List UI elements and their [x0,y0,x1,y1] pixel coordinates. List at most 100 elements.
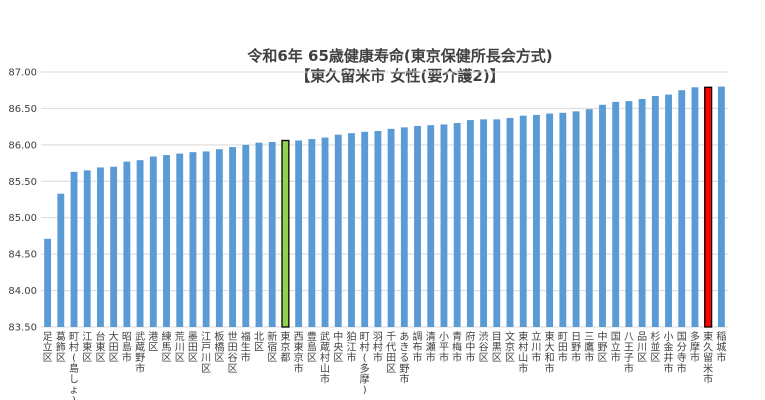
bar [189,152,197,327]
bar [83,170,91,327]
x-tick-label: 町村(多摩) [360,332,370,396]
chart-title: 令和6年 65歳健康寿命(東京保健所長会方式) [247,47,552,65]
x-tick-label: 北区 [254,331,264,354]
bar [374,131,382,327]
bar [506,117,514,328]
bar [361,131,369,327]
x-tick-label: 江戸川区 [201,331,211,375]
x-tick-label: 墨田区 [188,331,198,364]
bar [414,125,421,328]
bar [268,141,276,327]
x-tick-label: 目黒区 [492,332,502,364]
bar [163,155,170,327]
x-tick-label: 国立市 [611,331,621,364]
y-tick-label: 85.50 [8,177,37,188]
x-tick-label: 千代田区 [386,331,396,375]
bar [440,124,448,327]
x-tick-label: 小金井市 [664,331,674,375]
bar [149,156,157,327]
y-tick-label: 86.00 [8,140,37,151]
x-tick-label: 多摩市 [690,330,700,364]
x-tick-label: 台東区 [95,330,105,364]
x-tick-label: 江東区 [82,331,92,364]
bar [215,149,223,327]
bar [308,139,316,327]
x-tick-label: 葛飾区 [56,330,66,364]
bar [559,112,567,327]
x-tick-label: 小平市 [439,331,449,364]
x-tick-label: 豊島区 [307,330,317,364]
x-tick-label: 三鷹市 [584,332,594,364]
x-tick-label: 大田区 [109,330,119,364]
bar [466,120,474,327]
x-tick-label: 町村(島しょ) [69,332,79,400]
y-axis: 83.50 84.00 84.50 85.00 85.50 86.00 86.50 87.00 [8,68,37,334]
x-tick-label: 昭島市 [122,331,132,364]
bar [427,125,435,327]
y-tick-label: 85.00 [8,213,37,224]
chart-subtitle: 【東久留米市 女性(要介護2)】 [295,67,504,85]
bar [57,193,65,327]
bar [572,111,580,327]
y-tick-label: 84.00 [8,286,37,297]
x-tick-label: 八王子市 [624,332,634,375]
gridlines [41,71,728,328]
x-tick-label: あきる野市 [399,331,409,385]
y-tick-label: 87.00 [8,68,37,79]
x-tick-label: 東大和市 [545,330,555,375]
bar [242,144,250,327]
bar [704,86,713,328]
x-tick-label: 狛江市 [346,331,356,364]
x-tick-label: 調布市 [413,330,423,364]
x-tick-label: 足立区 [43,331,53,364]
bar [480,119,488,327]
x-tick-label: 西東京市 [294,332,304,375]
bar [400,127,408,327]
bar [123,161,131,327]
bar [638,98,646,327]
x-tick-label: 日野市 [571,332,581,364]
bar [585,109,593,328]
bar [281,139,290,328]
bar [295,140,303,327]
bar [97,167,104,327]
x-tick-label: 杉並区 [650,330,660,364]
x-tick-label: 品川区 [637,331,647,364]
x-tick-label: 清瀬市 [426,330,436,364]
x-tick-label: 中野区 [597,330,607,364]
bar [321,137,329,327]
x-tick-label: 武蔵野市 [135,330,145,375]
bar [453,123,461,327]
bar [70,171,78,327]
x-tick-label: 練馬区 [162,330,172,364]
x-tick-label: 渋谷区 [479,330,489,364]
bar [110,166,118,327]
bar [255,142,263,327]
bar [176,153,184,327]
x-tick-label: 府中市 [465,330,475,364]
bar [625,101,633,328]
bar [493,119,501,327]
x-tick-label: 新宿区 [267,330,277,364]
bar [717,86,725,327]
x-tick-label: 武蔵村山市 [320,330,330,385]
x-tick-label: 福生市 [241,330,251,364]
y-tick-label: 84.50 [8,250,37,261]
bar [532,114,540,327]
x-axis: 足立区葛飾区町村(島しょ)江東区台東区大田区昭島市武蔵野市港区練馬区荒川区墨田区… [43,330,727,400]
bar [229,147,237,327]
bar [546,113,554,328]
bar [348,133,355,327]
x-tick-label: 羽村市 [373,331,383,364]
y-tick-label: 86.50 [8,104,37,115]
x-tick-label: 荒川区 [175,331,185,364]
bar [387,128,395,327]
bar [202,151,210,327]
bar [136,160,144,327]
bars [44,86,725,328]
x-tick-label: 青梅市 [452,330,462,364]
x-tick-label: 世田谷区 [228,331,238,375]
x-tick-label: 稲城市 [716,331,726,364]
x-tick-label: 港区 [148,331,158,354]
